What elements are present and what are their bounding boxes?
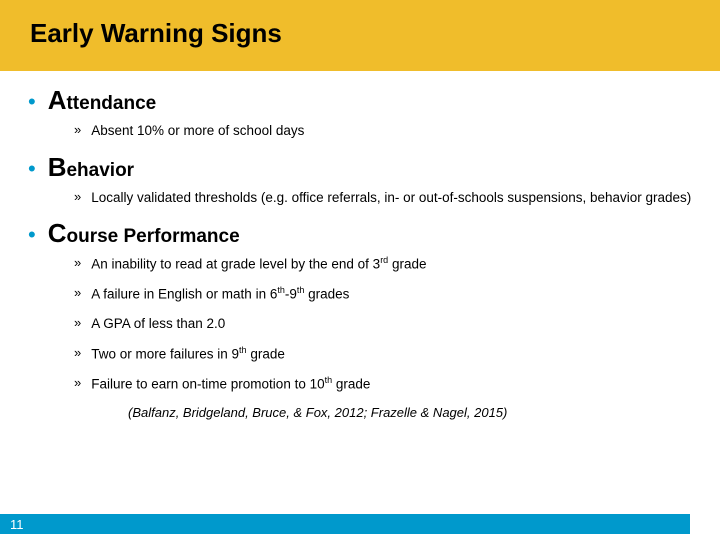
page-footer: 11 — [0, 514, 690, 534]
list-item: » A GPA of less than 2.0 — [28, 315, 692, 333]
sub-text: Locally validated thresholds (e.g. offic… — [91, 189, 691, 207]
sub-text: Two or more failures in 9th grade — [91, 345, 285, 363]
chevron-icon: » — [74, 255, 81, 272]
chevron-icon: » — [74, 315, 81, 332]
heading-attendance: • Attendance — [28, 85, 692, 116]
bullet-icon: • — [28, 158, 36, 180]
heading-big: B — [48, 152, 67, 182]
list-item: » Two or more failures in 9th grade — [28, 345, 692, 363]
bullet-icon: • — [28, 224, 36, 246]
heading-big: A — [48, 85, 67, 115]
chevron-icon: » — [74, 345, 81, 362]
heading-big: C — [48, 218, 67, 248]
list-item: » Locally validated thresholds (e.g. off… — [28, 189, 692, 207]
title-bar: Early Warning Signs — [0, 0, 720, 71]
sub-text: A failure in English or math in 6th-9th … — [91, 285, 349, 303]
slide-content: • Attendance » Absent 10% or more of sch… — [0, 71, 720, 420]
slide-title: Early Warning Signs — [30, 18, 720, 49]
chevron-icon: » — [74, 122, 81, 139]
sub-text: An inability to read at grade level by t… — [91, 255, 426, 273]
heading-behavior: • Behavior — [28, 152, 692, 183]
list-item: » A failure in English or math in 6th-9t… — [28, 285, 692, 303]
sub-text: Absent 10% or more of school days — [91, 122, 304, 140]
sub-text: Failure to earn on-time promotion to 10t… — [91, 375, 370, 393]
chevron-icon: » — [74, 285, 81, 302]
bullet-icon: • — [28, 91, 36, 113]
list-item: » Failure to earn on-time promotion to 1… — [28, 375, 692, 393]
heading-rest: ourse Performance — [66, 226, 239, 247]
list-item: » An inability to read at grade level by… — [28, 255, 692, 273]
heading-rest: ehavior — [66, 160, 134, 181]
page-number: 11 — [10, 517, 24, 532]
chevron-icon: » — [74, 189, 81, 206]
heading-course-performance: • Course Performance — [28, 218, 692, 249]
chevron-icon: » — [74, 375, 81, 392]
sub-text: A GPA of less than 2.0 — [91, 315, 225, 333]
heading-rest: ttendance — [66, 93, 156, 114]
citation-text: (Balfanz, Bridgeland, Bruce, & Fox, 2012… — [28, 405, 692, 420]
list-item: » Absent 10% or more of school days — [28, 122, 692, 140]
